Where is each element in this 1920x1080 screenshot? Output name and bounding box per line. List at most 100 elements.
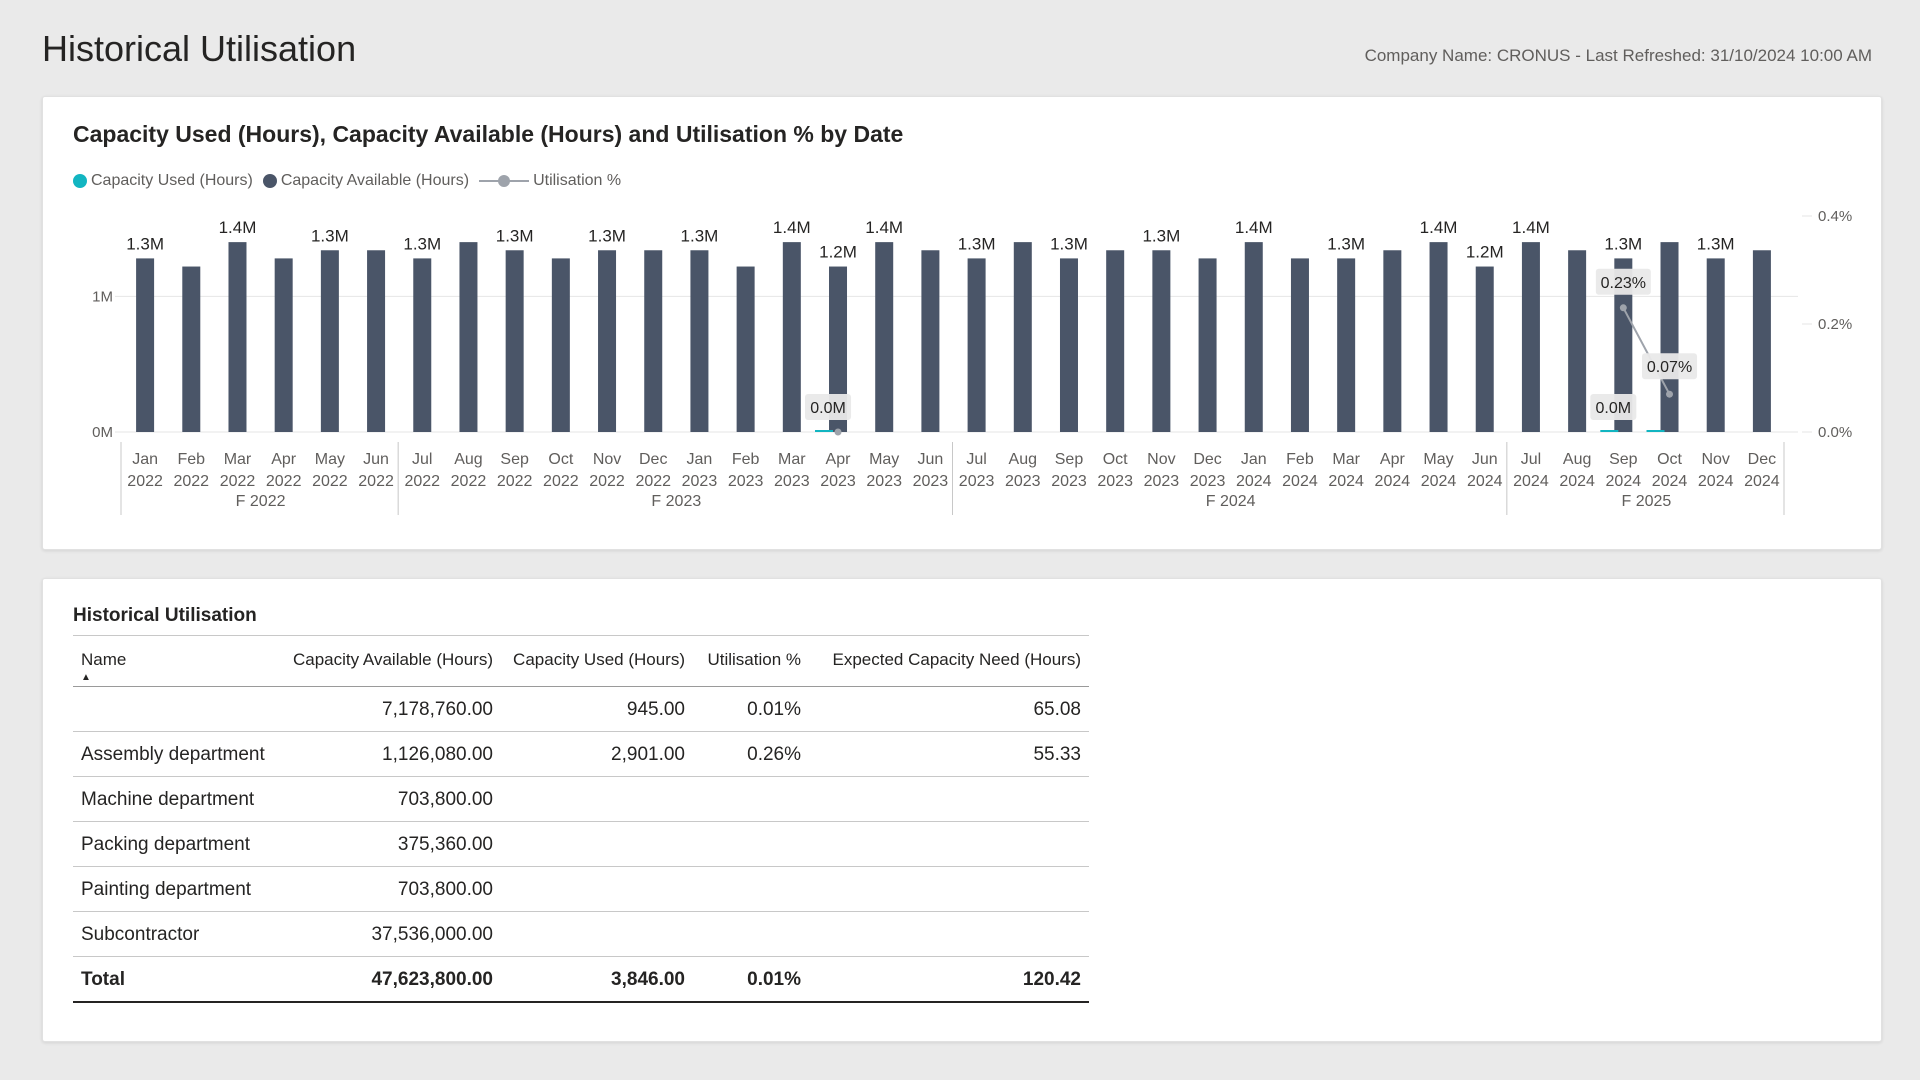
- table-row[interactable]: 7,178,760.00 945.00 0.01% 65.08: [73, 686, 1089, 732]
- col-header-expected-need[interactable]: Expected Capacity Need (Hours): [809, 635, 1089, 687]
- col-header-utilisation[interactable]: Utilisation %: [693, 635, 809, 687]
- col-header-available[interactable]: Capacity Available (Hours): [285, 635, 501, 687]
- table-title: Historical Utilisation: [73, 605, 257, 626]
- cell-used: [501, 821, 693, 867]
- table-row[interactable]: Painting department 703,800.00: [73, 866, 1089, 912]
- data-label-capacity-available: 1.3M: [958, 234, 996, 253]
- data-label-capacity-available: 1.4M: [773, 218, 811, 237]
- data-label-capacity-available: 1.3M: [1142, 226, 1180, 245]
- bar-capacity-available: [1429, 242, 1448, 432]
- x-axis-tick-label-year: 2023: [866, 473, 902, 490]
- x-axis-fiscal-label: F 2023: [651, 493, 701, 510]
- x-axis-tick-label-year: 2023: [682, 473, 718, 490]
- cell-expected-need: [809, 866, 1089, 912]
- x-axis-tick-label-month: Jun: [1472, 451, 1498, 468]
- x-axis-tick-label-month: Jun: [918, 451, 944, 468]
- bar-capacity-available: [1614, 258, 1633, 432]
- x-axis-tick-label-month: May: [869, 451, 899, 468]
- x-axis-tick-label-month: May: [315, 451, 345, 468]
- utilisation-point: [834, 428, 842, 436]
- x-axis-fiscal-label: F 2022: [236, 493, 286, 510]
- data-label-capacity-available: 1.3M: [403, 234, 441, 253]
- table-row[interactable]: Machine department 703,800.00: [73, 776, 1089, 822]
- data-label-capacity-available: 1.4M: [1420, 218, 1458, 237]
- x-axis-tick-label-year: 2023: [774, 473, 810, 490]
- table-row[interactable]: Assembly department 1,126,080.00 2,901.0…: [73, 731, 1089, 777]
- x-axis-tick-label-year: 2022: [266, 473, 302, 490]
- y-axis-tick-label: 0M: [92, 424, 113, 441]
- bar-capacity-available: [1521, 242, 1540, 432]
- x-axis-tick-label-month: Jul: [1521, 451, 1541, 468]
- table-card[interactable]: Historical Utilisation Name ▲ Capacity A…: [42, 578, 1882, 1042]
- x-axis-tick-label-month: Sep: [500, 451, 529, 468]
- refresh-info: Company Name: CRONUS - Last Refreshed: 3…: [1364, 46, 1872, 65]
- cell-available: 703,800.00: [285, 776, 501, 822]
- cell-used: [501, 866, 693, 912]
- data-label-capacity-available: 1.3M: [311, 226, 349, 245]
- x-axis-tick-label-month: Mar: [224, 451, 252, 468]
- cell-available: 375,360.00: [285, 821, 501, 867]
- x-axis-tick-label-year: 2022: [497, 473, 533, 490]
- bar-capacity-available: [182, 266, 201, 432]
- bar-capacity-used: [815, 430, 834, 432]
- x-axis-tick-label-month: Sep: [1609, 451, 1638, 468]
- data-label-capacity-available: 1.3M: [1697, 234, 1735, 253]
- bar-capacity-available: [1013, 242, 1032, 432]
- cell-available: 37,536,000.00: [285, 911, 501, 957]
- x-axis-tick-label-month: Feb: [1286, 451, 1314, 468]
- x-axis-tick-label-month: Oct: [548, 451, 573, 468]
- x-axis-tick-label-month: Jul: [412, 451, 432, 468]
- cell-name: Packing department: [73, 821, 285, 867]
- bar-capacity-available: [1383, 250, 1402, 432]
- legend-item-used[interactable]: Capacity Used (Hours): [73, 172, 253, 190]
- cell-available: 7,178,760.00: [285, 686, 501, 732]
- y-axis-tick-label: 1M: [92, 288, 113, 305]
- col-header-used[interactable]: Capacity Used (Hours): [501, 635, 693, 687]
- cell-expected-need: [809, 821, 1089, 867]
- x-axis-tick-label-year: 2024: [1606, 473, 1642, 490]
- x-axis-tick-label-month: Apr: [271, 451, 297, 468]
- x-axis-tick-label-year: 2022: [127, 473, 163, 490]
- x-axis-tick-label-year: 2022: [543, 473, 579, 490]
- bar-capacity-available: [782, 242, 801, 432]
- data-label-capacity-available: 1.3M: [1050, 234, 1088, 253]
- bar-capacity-available: [459, 242, 478, 432]
- cell-name: Machine department: [73, 776, 285, 822]
- chart-card[interactable]: Capacity Used (Hours), Capacity Availabl…: [42, 96, 1882, 550]
- legend-utilisation-marker: [479, 174, 530, 188]
- x-axis-tick-label-month: Nov: [1147, 451, 1175, 468]
- x-axis-tick-label-month: Nov: [1701, 451, 1729, 468]
- x-axis-tick-label-year: 2022: [635, 473, 671, 490]
- x-axis-tick-label-month: Oct: [1657, 451, 1682, 468]
- data-label-capacity-available: 1.4M: [1235, 218, 1273, 237]
- col-header-name[interactable]: Name ▲: [73, 635, 285, 687]
- table-row[interactable]: Packing department 375,360.00: [73, 821, 1089, 867]
- data-label-capacity-available: 1.3M: [588, 226, 626, 245]
- x-axis-tick-label-year: 2022: [312, 473, 348, 490]
- legend-item-utilisation[interactable]: Utilisation %: [479, 172, 621, 190]
- table-total-row[interactable]: Total 47,623,800.00 3,846.00 0.01% 120.4…: [73, 956, 1089, 1003]
- x-axis-tick-label-year: 2024: [1467, 473, 1503, 490]
- utilisation-line: [1622, 307, 1671, 395]
- x-axis-tick-label-year: 2024: [1375, 473, 1411, 490]
- cell-used: 945.00: [501, 686, 693, 732]
- utilisation-point: [1619, 304, 1627, 312]
- bar-capacity-available: [367, 250, 386, 432]
- total-name: Total: [73, 956, 285, 1003]
- cell-utilisation: 0.26%: [693, 731, 809, 777]
- bar-capacity-available: [1337, 258, 1356, 432]
- x-axis-tick-label-month: Aug: [454, 451, 482, 468]
- bar-capacity-available: [1568, 250, 1587, 432]
- table-row[interactable]: Subcontractor 37,536,000.00: [73, 911, 1089, 957]
- x-axis-tick-label-month: Dec: [1748, 451, 1776, 468]
- bar-capacity-available: [736, 266, 755, 432]
- legend-item-available[interactable]: Capacity Available (Hours): [262, 172, 469, 190]
- x-axis-tick-label-month: Dec: [639, 451, 667, 468]
- x-axis-tick-label-month: Jul: [966, 451, 986, 468]
- cell-name: Subcontractor: [73, 911, 285, 957]
- sort-ascending-icon[interactable]: ▲: [81, 672, 91, 683]
- bar-capacity-available: [505, 250, 524, 432]
- chart-plot[interactable]: 0M 1M 0.0% 0.2% 0.4% 1.3M 1.4M 1.3M 1.3M 1.3M 1.3M…: [43, 97, 1881, 549]
- x-axis-tick-label-year: 2024: [1652, 473, 1688, 490]
- x-axis-tick-label-month: Nov: [593, 451, 621, 468]
